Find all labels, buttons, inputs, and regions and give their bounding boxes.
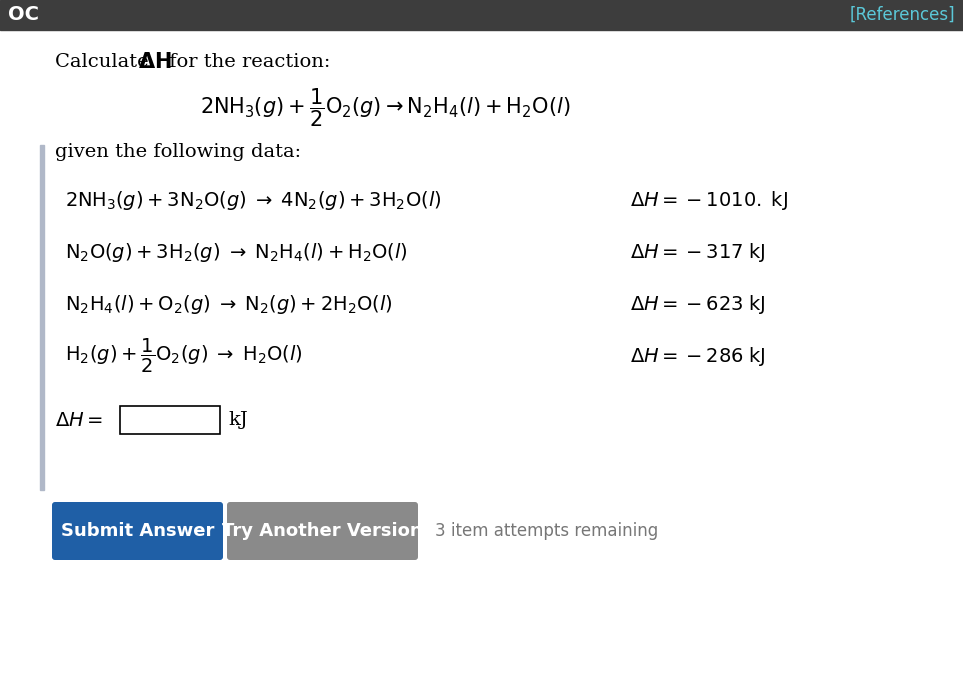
Text: Calculate: Calculate [55,53,155,71]
FancyBboxPatch shape [227,502,418,560]
Text: $\Delta H = -623\;\mathrm{kJ}$: $\Delta H = -623\;\mathrm{kJ}$ [630,293,766,316]
Text: $\mathrm{H}_2(g) + \dfrac{1}{2}\mathrm{O}_2(g) \;\rightarrow\; \mathrm{H}_2\math: $\mathrm{H}_2(g) + \dfrac{1}{2}\mathrm{O… [65,337,302,375]
Text: $\Delta H = -317\;\mathrm{kJ}$: $\Delta H = -317\;\mathrm{kJ}$ [630,241,766,264]
Text: $\Delta H = -1010.\;\mathrm{kJ}$: $\Delta H = -1010.\;\mathrm{kJ}$ [630,188,788,212]
Text: OC: OC [8,6,39,24]
Bar [40,145,44,490]
Text: Try Another Version: Try Another Version [222,522,423,540]
Text: $\Delta H =$: $\Delta H =$ [55,410,103,430]
Text: Submit Answer: Submit Answer [61,522,214,540]
Text: $\Delta H = -286\;\mathrm{kJ}$: $\Delta H = -286\;\mathrm{kJ}$ [630,345,766,367]
Text: $2\mathrm{NH}_3(g) + \dfrac{1}{2}\mathrm{O}_2(g) \rightarrow \mathrm{N}_2\mathrm: $2\mathrm{NH}_3(g) + \dfrac{1}{2}\mathrm… [200,86,570,129]
Text: given the following data:: given the following data: [55,143,301,161]
FancyBboxPatch shape [52,502,223,560]
Bar [120,406,220,434]
Text: $\mathbf{\Delta H}$: $\mathbf{\Delta H}$ [138,52,171,72]
Text: [References]: [References] [849,6,955,24]
Text: for the reaction:: for the reaction: [163,53,330,71]
Text: $\mathrm{N}_2\mathrm{H}_4(l) + \mathrm{O}_2(g) \;\rightarrow\; \mathrm{N}_2(g) +: $\mathrm{N}_2\mathrm{H}_4(l) + \mathrm{O… [65,293,393,316]
Text: 3 item attempts remaining: 3 item attempts remaining [435,522,659,540]
Bar [0,0,963,30]
Text: kJ: kJ [228,411,247,429]
Text: $2\mathrm{NH}_3(g) + 3\mathrm{N}_2\mathrm{O}(g) \;\rightarrow\; 4\mathrm{N}_2(g): $2\mathrm{NH}_3(g) + 3\mathrm{N}_2\mathr… [65,188,441,212]
Text: $\mathrm{N}_2\mathrm{O}(g) + 3\mathrm{H}_2(g) \;\rightarrow\; \mathrm{N}_2\mathr: $\mathrm{N}_2\mathrm{O}(g) + 3\mathrm{H}… [65,241,407,264]
